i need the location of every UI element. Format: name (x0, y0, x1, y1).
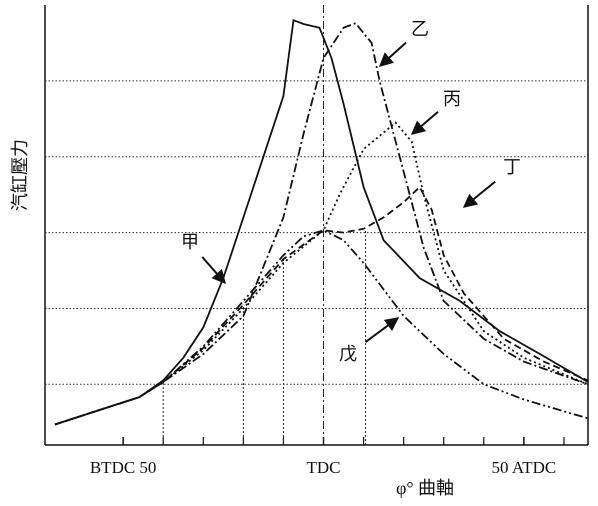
label-arrow (410, 111, 439, 135)
series-label: 甲 (181, 232, 199, 253)
series-label: 丁 (503, 157, 521, 178)
x-tick-label: BTDC 50 (90, 458, 157, 477)
series-label: 乙 (411, 19, 429, 40)
series-label: 丙 (443, 89, 461, 110)
series-line (54, 22, 589, 426)
y-axis-label: 汽缸壓力 (9, 139, 30, 211)
series-label: 戊 (339, 344, 357, 365)
label-arrow (462, 180, 496, 208)
x-tick-label: 50 ATDC (492, 458, 557, 477)
label-arrow (364, 317, 400, 343)
label-arrow (378, 41, 407, 67)
series-line (54, 229, 589, 426)
series-line (54, 185, 589, 426)
label-arrow (201, 256, 226, 285)
x-axis-label: φ° 曲軸 (396, 478, 454, 498)
x-tick-label: TDC (307, 458, 341, 477)
